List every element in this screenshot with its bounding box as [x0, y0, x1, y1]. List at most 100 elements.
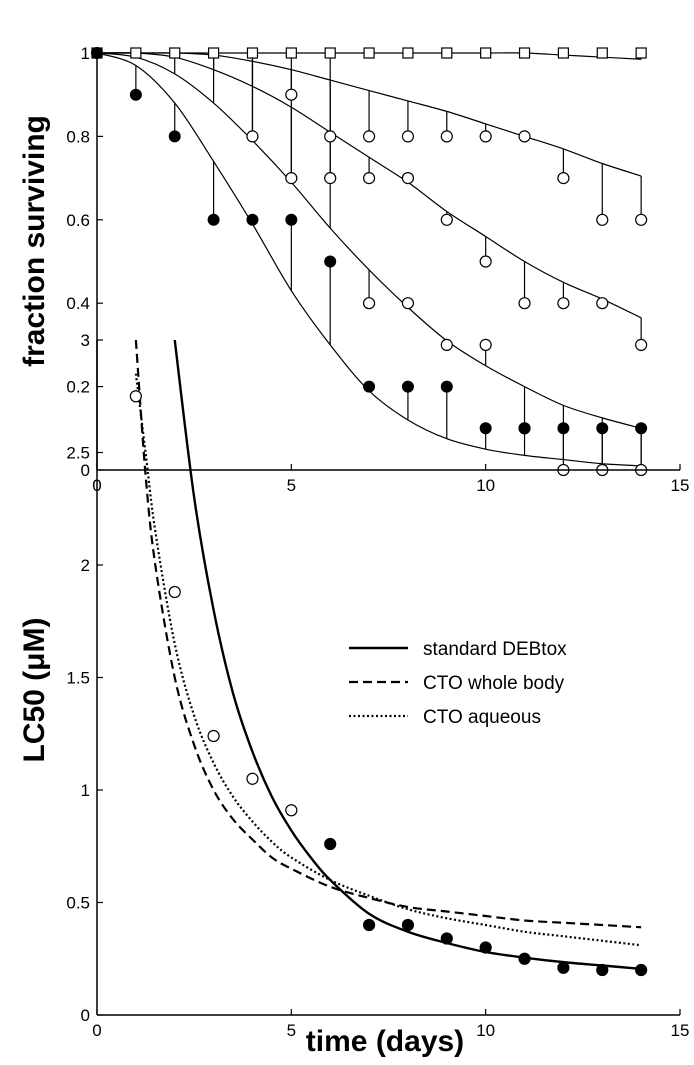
survival-x-tick-label: 15 [671, 476, 690, 495]
survival-point-square [635, 47, 647, 59]
survival-point-open [479, 338, 492, 351]
survival-point-open [518, 297, 531, 310]
survival-point-filled [207, 213, 220, 226]
lc50-point-filled [557, 961, 570, 974]
lc50-point-filled [518, 952, 531, 965]
survival-x-tick-label: 10 [476, 476, 495, 495]
survival-point-open [401, 297, 415, 310]
survival-y-tick-label: 0.2 [66, 378, 90, 397]
survival-y-tick-label: 0 [81, 461, 90, 480]
lc50-y-tick-label: 2.5 [66, 444, 90, 463]
survival-point-square [441, 47, 453, 59]
lc50-x-tick-label: 5 [287, 1021, 296, 1040]
survival-point-square [169, 47, 181, 59]
lc50-point-open [129, 390, 142, 403]
lc50-x-tick-label: 15 [671, 1021, 690, 1040]
survival-point-open [635, 338, 648, 351]
survival-point-open [596, 297, 609, 310]
survival-point-filled [635, 422, 648, 435]
lc50-point-filled [362, 918, 376, 932]
survival-x-tick-label: 5 [287, 476, 296, 495]
survival-point-square [596, 47, 608, 59]
survival-point-open [362, 297, 376, 310]
survival-point-open [635, 213, 648, 226]
survival-point-filled [518, 422, 531, 435]
survival-point-filled [401, 380, 414, 393]
lc50-point-open [168, 585, 181, 599]
lc50-point-open [207, 729, 220, 743]
lc50-x-tick-label: 0 [92, 1021, 101, 1040]
survival-point-open [518, 130, 531, 143]
survival-point-square [363, 47, 375, 59]
survival-point-open [440, 213, 453, 226]
survival-point-open [362, 172, 376, 185]
lc50-point-filled [479, 941, 492, 954]
lc50-y-tick-label: 0 [81, 1006, 90, 1025]
survival-point-filled [440, 380, 453, 393]
survival-point-filled [557, 422, 570, 435]
survival-point-filled [596, 422, 609, 435]
survival-observed-points [91, 47, 648, 477]
survival-point-square [208, 47, 220, 59]
survival-point-open [440, 338, 453, 351]
survival-point-square [402, 47, 414, 59]
survival-y-axis-title: fraction surviving [18, 115, 51, 367]
survival-point-open [246, 130, 259, 143]
survival-point-open [479, 255, 492, 268]
lc50-axes: 0 5 10 15 0 0.5 1 1.5 2 2.5 3 [66, 331, 689, 1040]
lc50-point-filled [401, 918, 415, 932]
legend-label: CTO whole body [423, 673, 565, 694]
survival-point-open [285, 172, 298, 185]
survival-point-filled [479, 422, 492, 435]
lc50-point-filled [635, 963, 648, 977]
survival-point-filled [129, 88, 142, 101]
survival-point-filled [246, 213, 259, 226]
survival-y-tick-label: 0.6 [66, 211, 90, 230]
legend-label: CTO aqueous [423, 707, 541, 728]
survival-point-square [557, 47, 570, 59]
survival-point-square [324, 47, 336, 59]
lc50-point-filled [324, 837, 337, 851]
survival-point-open [557, 297, 570, 310]
lc50-legend: standard DEBtox CTO whole body CTO aqueous [349, 639, 567, 728]
lc50-y-axis-title: LC50 (μM) [18, 617, 51, 762]
lc50-point-filled [596, 963, 609, 977]
lc50-y-tick-label: 3 [81, 331, 90, 350]
survival-point-open [479, 130, 492, 143]
lc50-point-open [285, 804, 298, 817]
survival-point-filled [168, 130, 181, 143]
lc50-observed-points [129, 390, 648, 977]
survival-point-open [557, 172, 570, 185]
survival-point-open [401, 130, 415, 143]
lc50-y-tick-label: 1 [81, 781, 90, 800]
lc50-y-tick-label: 1.5 [66, 669, 90, 688]
survival-point-open [440, 130, 453, 143]
survival-y-tick-label: 0.4 [66, 294, 90, 313]
lc50-y-tick-label: 2 [81, 556, 90, 575]
survival-point-square [285, 47, 297, 59]
survival-point-open [324, 130, 337, 143]
lc50-curve-dotted [134, 373, 642, 947]
survival-point-open [596, 213, 609, 226]
lc50-y-tick-label: 0.5 [66, 894, 90, 913]
survival-point-square [480, 47, 492, 59]
legend-label: standard DEBtox [423, 639, 567, 660]
lc50-x-axis-title: time (days) [306, 1025, 464, 1058]
survival-y-tick-label: 1 [81, 44, 90, 63]
lc50-chart: 0 5 10 15 0 0.5 1 1.5 2 2.5 3 standard DEBtox CTO w… [18, 331, 689, 1058]
lc50-curve-solid [173, 340, 642, 971]
survival-point-filled [363, 380, 376, 393]
survival-point-filled [324, 255, 337, 268]
survival-point-open [324, 172, 337, 185]
survival-point-open [401, 172, 415, 185]
survival-point-filled [285, 213, 298, 226]
survival-point-square [518, 47, 531, 59]
survival-y-tick-label: 0.8 [66, 127, 90, 146]
survival-point-square [246, 47, 259, 59]
lc50-point-open [246, 772, 259, 785]
survival-point-square [130, 47, 142, 59]
lc50-x-tick-label: 10 [476, 1021, 495, 1040]
